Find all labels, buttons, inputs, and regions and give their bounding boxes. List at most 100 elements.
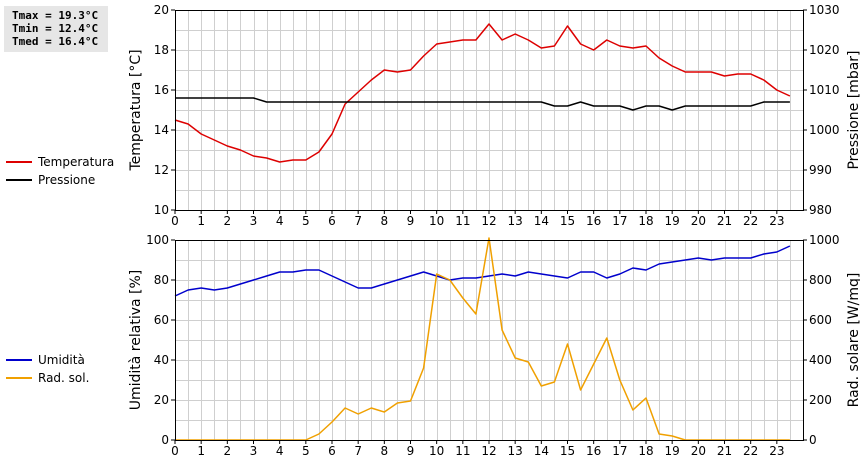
- legend-item-pressione: Pressione: [6, 171, 114, 189]
- legend-item-radsol: Rad. sol.: [6, 369, 89, 387]
- x-tick-label: 22: [743, 444, 758, 458]
- x-tick-label: 22: [743, 214, 758, 228]
- x-tick-label: 0: [171, 214, 179, 228]
- x-tick-label: 2: [224, 214, 232, 228]
- x-tick-label: 1: [197, 214, 205, 228]
- x-tick-label: 7: [354, 214, 362, 228]
- x-tick-label: 16: [586, 444, 601, 458]
- legend-swatch-pressione: [6, 179, 32, 181]
- y2-tick-label: 1000: [809, 123, 840, 137]
- x-tick-label: 9: [407, 444, 415, 458]
- x-tick-label: 11: [455, 214, 470, 228]
- y2-tick-label: 800: [809, 273, 832, 287]
- x-tick-label: 12: [481, 444, 496, 458]
- x-tick-label: 19: [665, 214, 680, 228]
- x-tick-label: 23: [769, 214, 784, 228]
- x-tick-label: 18: [638, 444, 653, 458]
- legend-top: Temperatura Pressione: [6, 153, 114, 189]
- x-tick-label: 1: [197, 444, 205, 458]
- legend-bottom: Umidità Rad. sol.: [6, 351, 89, 387]
- x-tick-label: 3: [250, 214, 258, 228]
- y2-tick-label: 1030: [809, 3, 840, 17]
- x-tick-label: 15: [560, 214, 575, 228]
- y2-tick-label: 200: [809, 393, 832, 407]
- tmed-text: Tmed = 16.4°C: [12, 35, 99, 48]
- y2-axis-label-top: Pressione [mbar]: [846, 50, 860, 169]
- y-tick-label: 12: [154, 163, 169, 177]
- legend-swatch-temperatura: [6, 161, 32, 163]
- y2-tick-label: 980: [809, 203, 832, 217]
- stats-box: Tmax = 19.3°C Tmin = 12.4°C Tmed = 16.4°…: [4, 6, 108, 52]
- y-tick-label: 60: [154, 313, 169, 327]
- grid-top: [175, 10, 803, 211]
- y2-tick-label: 1000: [809, 233, 840, 247]
- x-tick-label: 5: [302, 444, 310, 458]
- y-tick-label: 40: [154, 353, 169, 367]
- x-tick-label: 4: [276, 444, 284, 458]
- x-tick-label: 21: [717, 214, 732, 228]
- x-tick-label: 9: [407, 214, 415, 228]
- grid-bottom: [175, 240, 803, 441]
- chart-panel-bottom: 0 1 2 3 4 5 6 7 8 9 10 11 12 13 14 15 16 17 18 19 20 21 22 2302…: [128, 233, 860, 458]
- x-tick-label: 19: [665, 444, 680, 458]
- x-tick-label: 15: [560, 444, 575, 458]
- legend-label-radsol: Rad. sol.: [38, 371, 90, 385]
- y-axis-label-top: Temperatura [°C]: [128, 49, 144, 171]
- legend-swatch-radsol: [6, 377, 32, 379]
- x-tick-label: 23: [769, 444, 784, 458]
- x-tick-label: 14: [534, 214, 549, 228]
- y2-axis-label-bottom: Rad. solare [W/mq]: [846, 273, 860, 408]
- y2-tick-label: 1010: [809, 83, 840, 97]
- y-tick-label: 10: [154, 203, 169, 217]
- y2-tick-label: 1020: [809, 43, 840, 57]
- x-tick-label: 10: [429, 214, 444, 228]
- legend-item-temperatura: Temperatura: [6, 153, 114, 171]
- y-tick-label: 0: [161, 433, 169, 447]
- x-tick-label: 3: [250, 444, 258, 458]
- x-tick-label: 20: [691, 214, 706, 228]
- x-tick-label: 11: [455, 444, 470, 458]
- x-tick-label: 16: [586, 214, 601, 228]
- y-tick-label: 20: [154, 393, 169, 407]
- x-tick-label: 5: [302, 214, 310, 228]
- x-tick-label: 8: [381, 444, 389, 458]
- y-tick-label: 80: [154, 273, 169, 287]
- tmax-text: Tmax = 19.3°C: [12, 9, 99, 22]
- x-tick-label: 13: [508, 444, 523, 458]
- series-line-pressione: [175, 97, 790, 111]
- y2-tick-label: 400: [809, 353, 832, 367]
- legend-label-pressione: Pressione: [38, 173, 96, 187]
- x-tick-label: 10: [429, 444, 444, 458]
- x-tick-label: 18: [638, 214, 653, 228]
- x-tick-label: 14: [534, 444, 549, 458]
- y2-tick-label: 600: [809, 313, 832, 327]
- legend-swatch-umidita: [6, 359, 32, 361]
- x-tick-label: 7: [354, 444, 362, 458]
- x-tick-label: 13: [508, 214, 523, 228]
- y-tick-label: 16: [154, 83, 169, 97]
- x-tick-label: 0: [171, 444, 179, 458]
- series-line-temperatura: [174, 23, 791, 163]
- x-tick-label: 20: [691, 444, 706, 458]
- x-tick-label: 8: [381, 214, 389, 228]
- tmin-text: Tmin = 12.4°C: [12, 22, 99, 35]
- x-tick-label: 17: [612, 214, 627, 228]
- legend-label-temperatura: Temperatura: [38, 155, 115, 169]
- y2-tick-label: 0: [809, 433, 817, 447]
- x-tick-label: 4: [276, 214, 284, 228]
- y2-tick-label: 990: [809, 163, 832, 177]
- chart-panel-top: 0 1 2 3 4 5 6 7 8 9 10 11 12 13 14 15 16 17 18 19 20 21 22 2310…: [128, 3, 860, 228]
- y-tick-label: 14: [154, 123, 169, 137]
- y-tick-label: 18: [154, 43, 169, 57]
- legend-item-umidita: Umidità: [6, 351, 89, 369]
- y-tick-label: 100: [146, 233, 169, 247]
- x-tick-label: 12: [481, 214, 496, 228]
- x-tick-label: 6: [328, 214, 336, 228]
- x-tick-label: 6: [328, 444, 336, 458]
- x-tick-label: 2: [224, 444, 232, 458]
- y-tick-label: 20: [154, 3, 169, 17]
- x-tick-label: 17: [612, 444, 627, 458]
- legend-label-umidita: Umidità: [38, 353, 85, 367]
- x-tick-label: 21: [717, 444, 732, 458]
